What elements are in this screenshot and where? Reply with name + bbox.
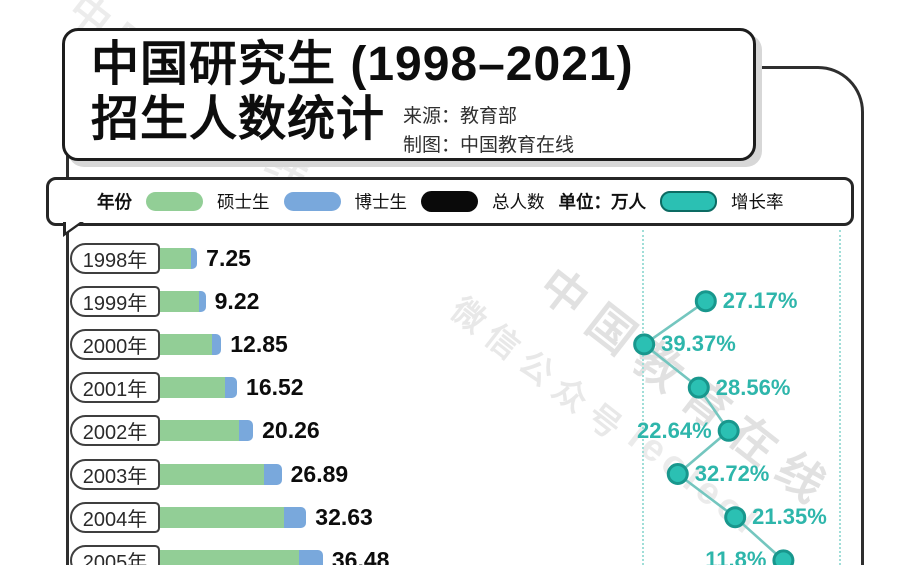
growth-rate-label: 21.35%: [752, 504, 827, 530]
year-pill: 1998年: [70, 242, 160, 274]
doctor-legend-swatch: [283, 192, 341, 211]
bar-row: 1999年 9.22: [70, 285, 260, 317]
growth-rate-label: 39.37%: [661, 331, 736, 357]
year-pill: 2003年: [70, 458, 160, 490]
legend-tail-pointer: [63, 222, 84, 237]
growth-rate-label: 28.56%: [715, 374, 791, 400]
growth-rate-label: 27.17%: [722, 288, 798, 314]
total-value-label: 26.89: [290, 460, 349, 487]
master-bar-segment: [160, 290, 199, 312]
bar-row: 2003年 26.89: [70, 458, 349, 490]
legend-bar: 年份 硕士生 博士生 总人数 单位：万人 增长率: [46, 177, 854, 237]
enrollment-bar: [160, 290, 206, 312]
enrollment-bar: [160, 463, 282, 485]
growth-axis-guideline-left: [642, 230, 644, 565]
legend-master-label: 硕士生: [217, 192, 270, 212]
source-line: 来源：教育部: [403, 105, 518, 127]
enrollment-bar: [160, 377, 238, 399]
page-title-line1: 中国研究生 (1998–2021): [91, 38, 634, 91]
title-box: 中国研究生 (1998–2021) 招生人数统计 来源：教育部 制图：中国教育在…: [62, 28, 756, 161]
growth-axis-guideline-right: [839, 230, 841, 565]
doctor-bar-segment: [191, 247, 198, 269]
total-legend-swatch: [421, 191, 478, 212]
legend-total-label: 总人数: [492, 192, 545, 212]
master-bar-segment: [160, 377, 226, 399]
year-pill: 2002年: [70, 415, 160, 447]
total-value-label: 16.52: [246, 374, 304, 401]
doctor-bar-segment: [225, 377, 238, 399]
growth-rate-label: 22.64%: [637, 417, 712, 443]
enrollment-bar: [160, 247, 198, 269]
legend-unit-label: 单位：万人: [558, 192, 647, 212]
enrollment-bar: [160, 506, 307, 528]
year-pill: 2001年: [70, 372, 160, 404]
total-value-label: 32.63: [315, 503, 373, 530]
bar-row: 2000年 12.85: [70, 328, 288, 360]
master-legend-swatch: [146, 192, 203, 211]
growth-rate-label: 11.8%: [705, 547, 767, 565]
total-value-label: 7.25: [206, 244, 251, 271]
bar-row: 2002年 20.26: [70, 415, 320, 447]
year-pill: 2000年: [70, 328, 160, 360]
doctor-bar-segment: [284, 506, 307, 528]
credit-line: 制图：中国教育在线: [403, 135, 575, 157]
master-bar-segment: [160, 506, 285, 528]
master-bar-segment: [160, 333, 213, 355]
year-pill: 2005年: [70, 544, 160, 565]
year-pill: 1999年: [70, 285, 160, 317]
growth-rate-label: 32.72%: [694, 461, 770, 486]
bar-row: 2005年 36.48: [70, 544, 390, 565]
doctor-bar-segment: [239, 420, 254, 442]
enrollment-bar: [160, 549, 323, 565]
master-bar-segment: [160, 420, 240, 442]
doctor-bar-segment: [212, 333, 222, 355]
year-pill: 2004年: [70, 501, 160, 533]
source-credit: 来源：教育部 制图：中国教育在线: [403, 102, 574, 161]
bar-row: 2001年 16.52: [70, 372, 304, 404]
master-bar-segment: [160, 549, 299, 565]
growth-legend-swatch: [660, 191, 717, 212]
total-value-label: 12.85: [230, 330, 288, 357]
page-title-line2: 招生人数统计: [91, 92, 386, 146]
legend-year-label: 年份: [97, 192, 132, 212]
doctor-bar-segment: [263, 463, 282, 485]
bar-row: 1998年 7.25: [70, 242, 251, 274]
total-value-label: 9.22: [214, 287, 260, 314]
total-value-label: 20.26: [262, 417, 320, 444]
master-bar-segment: [160, 463, 264, 485]
legend-growth-label: 增长率: [731, 192, 784, 212]
enrollment-bar: [160, 333, 222, 355]
total-value-label: 36.48: [331, 546, 390, 565]
doctor-bar-segment: [198, 290, 206, 312]
enrollment-bar: [160, 420, 254, 442]
bar-row: 2004年 32.63: [70, 501, 373, 533]
master-bar-segment: [160, 247, 192, 269]
legend-doctor-label: 博士生: [354, 192, 408, 212]
doctor-bar-segment: [298, 549, 323, 565]
